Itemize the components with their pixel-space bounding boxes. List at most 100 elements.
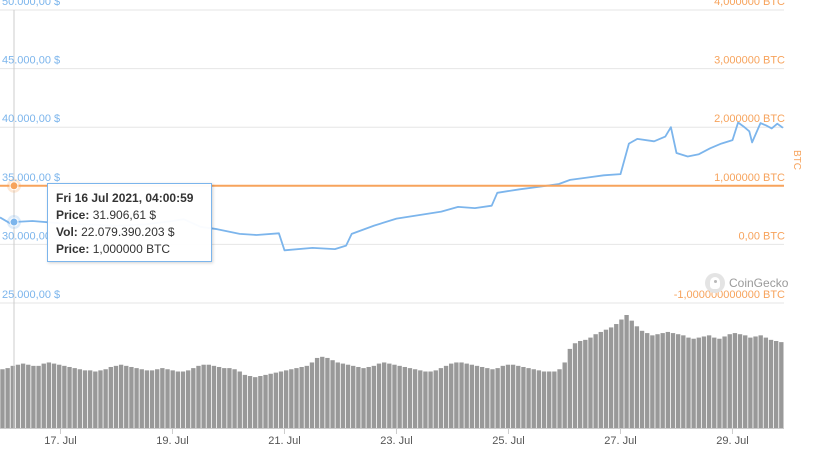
volume-bar — [57, 364, 62, 428]
volume-bar — [98, 370, 103, 428]
volume-bar — [82, 370, 88, 428]
volume-bar — [242, 374, 248, 428]
volume-bar — [722, 336, 727, 428]
tooltip-btc-row: Price: 1,000000 BTC — [56, 241, 203, 258]
volume-bar — [459, 362, 464, 428]
volume-bar — [681, 335, 686, 428]
left-tick-label: 30.000,00 $ — [2, 230, 60, 242]
volume-bar — [510, 364, 516, 428]
volume-bar — [572, 343, 578, 428]
volume-bar — [449, 363, 454, 428]
volume-bar — [165, 369, 170, 428]
volume-bar — [351, 365, 356, 428]
volume-bar — [144, 370, 150, 428]
coingecko-logo-icon — [705, 273, 725, 293]
volume-bar — [412, 369, 418, 428]
volume-bar — [598, 331, 603, 428]
volume-bar — [536, 370, 542, 428]
volume-bar — [87, 370, 93, 428]
tooltip: Fri 16 Jul 2021, 04:00:59 Price: 31.906,… — [47, 183, 212, 262]
volume-bar — [474, 365, 480, 428]
volume-bar — [500, 365, 505, 428]
volume-bar — [0, 369, 5, 428]
volume-bar — [283, 370, 289, 428]
volume-bar — [454, 362, 459, 428]
tooltip-date: Fri 16 Jul 2021, 04:00:59 — [56, 191, 194, 205]
volume-bar — [717, 338, 722, 428]
volume-bar — [490, 369, 495, 428]
volume-bar — [216, 366, 222, 428]
right-tick-label: 2,000000 BTC — [714, 113, 785, 125]
volume-bar — [72, 368, 77, 428]
volume-bar — [464, 363, 469, 428]
volume-bar — [253, 377, 258, 428]
coingecko-credit[interactable]: CoinGecko — [705, 271, 788, 295]
volume-bar — [516, 365, 521, 428]
x-axis-ticks: 17. Jul 19. Jul 21. Jul 23. Jul 25. Jul 27. J… — [44, 428, 749, 447]
volume-bar — [588, 337, 593, 428]
volume-bar — [46, 362, 52, 428]
volume-bar — [62, 365, 67, 428]
volume-bar — [124, 365, 129, 428]
volume-bar — [325, 357, 330, 428]
hover-point-btc — [9, 181, 19, 191]
volume-bar — [743, 335, 748, 428]
volume-bar — [340, 363, 346, 428]
volume-bar — [381, 362, 387, 428]
volume-bar — [505, 364, 511, 428]
volume-bar — [273, 372, 279, 428]
tooltip-btc-label: Price: — [56, 242, 90, 256]
volume-bar — [557, 369, 562, 428]
x-tick-label: 23. Jul — [380, 435, 412, 447]
volume-bar — [670, 333, 676, 428]
volume-bar — [639, 330, 645, 428]
volume-bar — [77, 369, 83, 428]
right-tick-label: 4,000000 BTC — [714, 0, 785, 8]
volume-bar — [562, 362, 567, 428]
volume-bar — [227, 368, 232, 428]
tooltip-price-value: 31.906,61 $ — [92, 208, 157, 222]
volume-bar — [387, 363, 392, 428]
volume-bar — [438, 368, 444, 428]
tooltip-price-row: Price: 31.906,61 $ — [56, 207, 203, 224]
volume-bar — [206, 364, 211, 428]
volume-bar — [645, 333, 650, 428]
volume-bar — [495, 368, 500, 428]
left-axis-ticks: 50.000,00 $ 45.000,00 $ 40.000,00 $ 35.000,… — [2, 0, 60, 301]
volume-bar — [521, 366, 526, 428]
tooltip-btc-value: 1,000000 BTC — [92, 242, 171, 256]
volume-bar — [67, 366, 72, 428]
volume-bar — [31, 365, 36, 428]
volume-bar — [294, 368, 299, 428]
volume-bar — [779, 342, 784, 428]
x-tick-label: 25. Jul — [492, 435, 524, 447]
volume-bar — [531, 369, 536, 428]
volume-bar — [758, 335, 763, 428]
x-tick-label: 17. Jul — [44, 435, 76, 447]
volume-bar — [655, 334, 660, 428]
x-tick-label: 19. Jul — [156, 435, 188, 447]
volume-bar — [304, 365, 309, 428]
volume-bar — [247, 376, 253, 428]
volume-bar — [732, 333, 738, 428]
volume-bar — [320, 356, 325, 428]
volume-bar — [727, 334, 732, 428]
volume-bar — [201, 364, 206, 428]
x-tick-label: 21. Jul — [268, 435, 300, 447]
tooltip-price-label: Price: — [56, 208, 90, 222]
volume-bar — [330, 360, 335, 428]
volume-bar — [768, 339, 774, 428]
volume-bar — [608, 327, 614, 428]
volume-bar — [479, 366, 485, 428]
volume-bar — [675, 334, 681, 428]
volume-bar — [26, 364, 31, 428]
volume-bar — [614, 324, 619, 428]
right-tick-label: -1,000000000000 BTC — [674, 289, 785, 301]
volume-bar — [129, 366, 134, 428]
credit-label: CoinGecko — [729, 276, 789, 290]
volume-bar — [335, 362, 340, 428]
volume-bar — [624, 315, 629, 428]
volume-bar — [170, 370, 175, 428]
volume-bar — [773, 340, 779, 428]
volume-bar — [583, 339, 588, 428]
